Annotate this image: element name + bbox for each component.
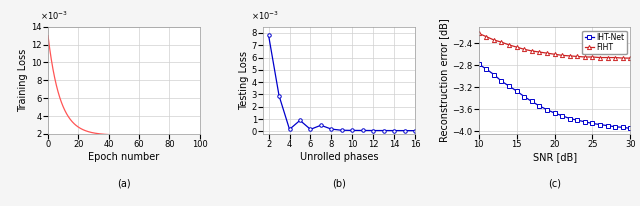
FIHT [551,53,559,55]
Text: $\times10^{-3}$: $\times10^{-3}$ [40,10,68,22]
IHT-Net [573,119,581,121]
X-axis label: SNR [dB]: SNR [dB] [532,152,577,162]
Line: FIHT: FIHT [477,31,632,60]
IHT-Net [619,126,627,129]
IHT-Net [528,100,536,103]
Line: IHT-Net: IHT-Net [477,62,632,130]
FIHT [513,46,520,48]
FIHT [490,39,498,41]
FIHT [611,56,619,59]
FIHT [505,44,513,46]
Y-axis label: Testing Loss: Testing Loss [239,51,249,110]
IHT-Net [596,123,604,126]
IHT-Net [536,105,543,107]
FIHT [543,52,551,54]
IHT-Net [543,109,551,111]
FIHT [581,56,589,58]
IHT-Net [513,90,520,92]
IHT-Net [627,127,634,130]
IHT-Net [483,68,490,70]
X-axis label: Unrolled phases: Unrolled phases [300,152,378,162]
IHT-Net [604,124,611,127]
FIHT [475,32,483,35]
IHT-Net [589,122,596,125]
IHT-Net [611,125,619,128]
FIHT [566,55,573,57]
Text: $\times10^{-3}$: $\times10^{-3}$ [252,10,279,22]
Y-axis label: Reconstruction error [dB]: Reconstruction error [dB] [439,19,449,142]
Text: (b): (b) [332,179,346,189]
FIHT [498,41,506,43]
IHT-Net [581,121,589,123]
FIHT [619,57,627,59]
IHT-Net [551,112,559,114]
Text: (a): (a) [117,179,131,189]
IHT-Net [520,95,528,98]
FIHT [573,55,581,58]
FIHT [589,56,596,58]
FIHT [483,35,490,38]
IHT-Net [558,115,566,117]
FIHT [604,56,611,59]
IHT-Net [566,117,573,120]
X-axis label: Epoch number: Epoch number [88,152,159,162]
IHT-Net [505,85,513,87]
Y-axis label: Training Loss: Training Loss [19,49,28,112]
FIHT [528,50,536,52]
FIHT [520,48,528,50]
FIHT [558,54,566,57]
FIHT [596,56,604,59]
FIHT [627,57,634,59]
IHT-Net [475,63,483,65]
IHT-Net [490,73,498,76]
Text: (c): (c) [548,179,561,189]
IHT-Net [498,80,506,82]
FIHT [536,51,543,53]
Legend: IHT-Net, FIHT: IHT-Net, FIHT [582,31,627,54]
